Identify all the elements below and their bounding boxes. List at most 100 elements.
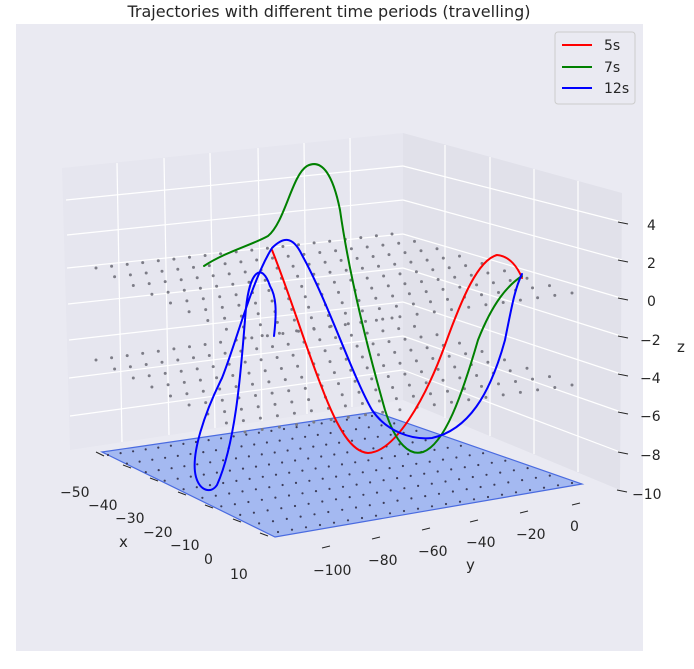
field-marker-floor [335, 475, 338, 478]
field-marker-lower [166, 383, 170, 387]
field-marker-upper [431, 268, 435, 272]
field-marker-floor [430, 482, 433, 485]
legend-box [554, 31, 636, 105]
field-marker-lower [250, 336, 254, 340]
field-marker-floor [490, 461, 493, 464]
field-marker-upper [300, 284, 304, 288]
field-marker-floor [144, 471, 147, 474]
field-marker-floor [433, 448, 436, 451]
field-marker-upper [337, 290, 340, 294]
legend: 5s 7s 12s [554, 31, 636, 105]
field-marker-lower [254, 394, 257, 397]
field-marker-lower [458, 341, 461, 345]
field-marker-upper [227, 272, 231, 276]
field-marker-floor [358, 416, 361, 419]
field-marker-lower [182, 380, 186, 384]
field-marker-floor [348, 473, 351, 476]
field-marker-floor [430, 505, 434, 508]
vector-field-dots [94, 232, 574, 534]
field-marker-floor [333, 453, 336, 456]
trajectory-curves [193, 163, 523, 492]
field-marker-lower [251, 382, 254, 386]
field-marker-lower [355, 344, 359, 348]
field-marker-upper [243, 270, 247, 274]
field-marker-floor [416, 507, 420, 510]
field-marker-floor [370, 414, 374, 418]
field-marker-lower [198, 378, 202, 382]
field-marker-floor [514, 491, 518, 494]
field-marker-floor [195, 486, 198, 489]
field-marker-floor [138, 460, 141, 463]
field-marker-lower [267, 380, 271, 384]
field-marker-floor [318, 523, 322, 527]
field-marker-floor [202, 473, 205, 476]
field-marker-floor [376, 435, 379, 438]
field-marker-floor [106, 453, 110, 457]
field-marker-floor [446, 446, 449, 449]
field-marker-floor [472, 498, 476, 501]
field-marker-floor [444, 502, 448, 506]
field-marker-floor [450, 468, 453, 471]
field-marker-lower [340, 393, 344, 397]
field-marker-floor [477, 463, 480, 467]
field-marker-upper [220, 305, 224, 309]
field-marker-upper [381, 243, 385, 247]
field-marker-floor [294, 481, 298, 484]
y-tick-label: 0 [570, 519, 579, 535]
field-marker-upper [207, 264, 211, 268]
field-marker-upper [365, 276, 369, 280]
field-marker-lower [260, 428, 264, 431]
field-marker-floor [327, 510, 330, 514]
field-marker-lower [411, 394, 415, 398]
field-marker-lower [349, 368, 353, 372]
field-marker-lower [387, 340, 391, 344]
field-marker-floor [415, 462, 418, 465]
field-marker-upper [270, 299, 274, 303]
field-marker-floor [369, 481, 372, 484]
field-marker-floor [424, 495, 427, 498]
field-marker-floor [424, 439, 427, 442]
field-marker-lower [215, 376, 219, 380]
field-marker-floor [183, 465, 186, 468]
field-marker-lower [531, 377, 534, 381]
field-marker-floor [388, 512, 392, 515]
field-marker-lower [243, 430, 247, 434]
field-marker-upper [256, 312, 260, 316]
field-marker-floor [287, 494, 291, 497]
field-marker-lower [518, 390, 522, 394]
field-marker-lower [394, 397, 398, 401]
field-marker-upper [192, 265, 195, 269]
field-marker-upper [415, 312, 419, 316]
field-marker-floor [534, 476, 538, 479]
field-marker-floor [333, 420, 336, 423]
field-marker-upper [475, 283, 479, 287]
z-tick-label: −8 [640, 448, 661, 464]
field-marker-floor [281, 483, 284, 487]
field-marker-upper [398, 272, 402, 276]
field-marker-floor [486, 495, 490, 499]
field-marker-upper [187, 310, 191, 314]
field-marker-floor [320, 422, 323, 425]
field-marker-floor [499, 471, 502, 474]
field-marker-upper [435, 247, 439, 251]
field-marker-upper [204, 308, 208, 312]
z-tick-label: −10 [632, 487, 662, 503]
field-marker-floor [301, 469, 304, 472]
field-marker-floor [380, 457, 383, 460]
field-marker-upper [201, 297, 205, 301]
field-marker-floor [389, 489, 392, 492]
field-marker-upper [458, 254, 461, 258]
field-marker-floor [329, 431, 332, 435]
field-marker-lower [187, 403, 191, 407]
field-marker-floor [295, 426, 298, 429]
field-marker-floor [393, 455, 396, 458]
field-marker-lower [349, 333, 353, 337]
field-marker-floor [260, 453, 263, 456]
field-marker-floor [375, 491, 379, 494]
field-marker-upper [409, 260, 413, 264]
field-marker-upper [328, 270, 332, 274]
field-marker-lower [239, 407, 243, 411]
field-marker-lower [570, 383, 574, 387]
field-marker-floor [176, 477, 179, 480]
field-marker-floor [119, 452, 122, 455]
